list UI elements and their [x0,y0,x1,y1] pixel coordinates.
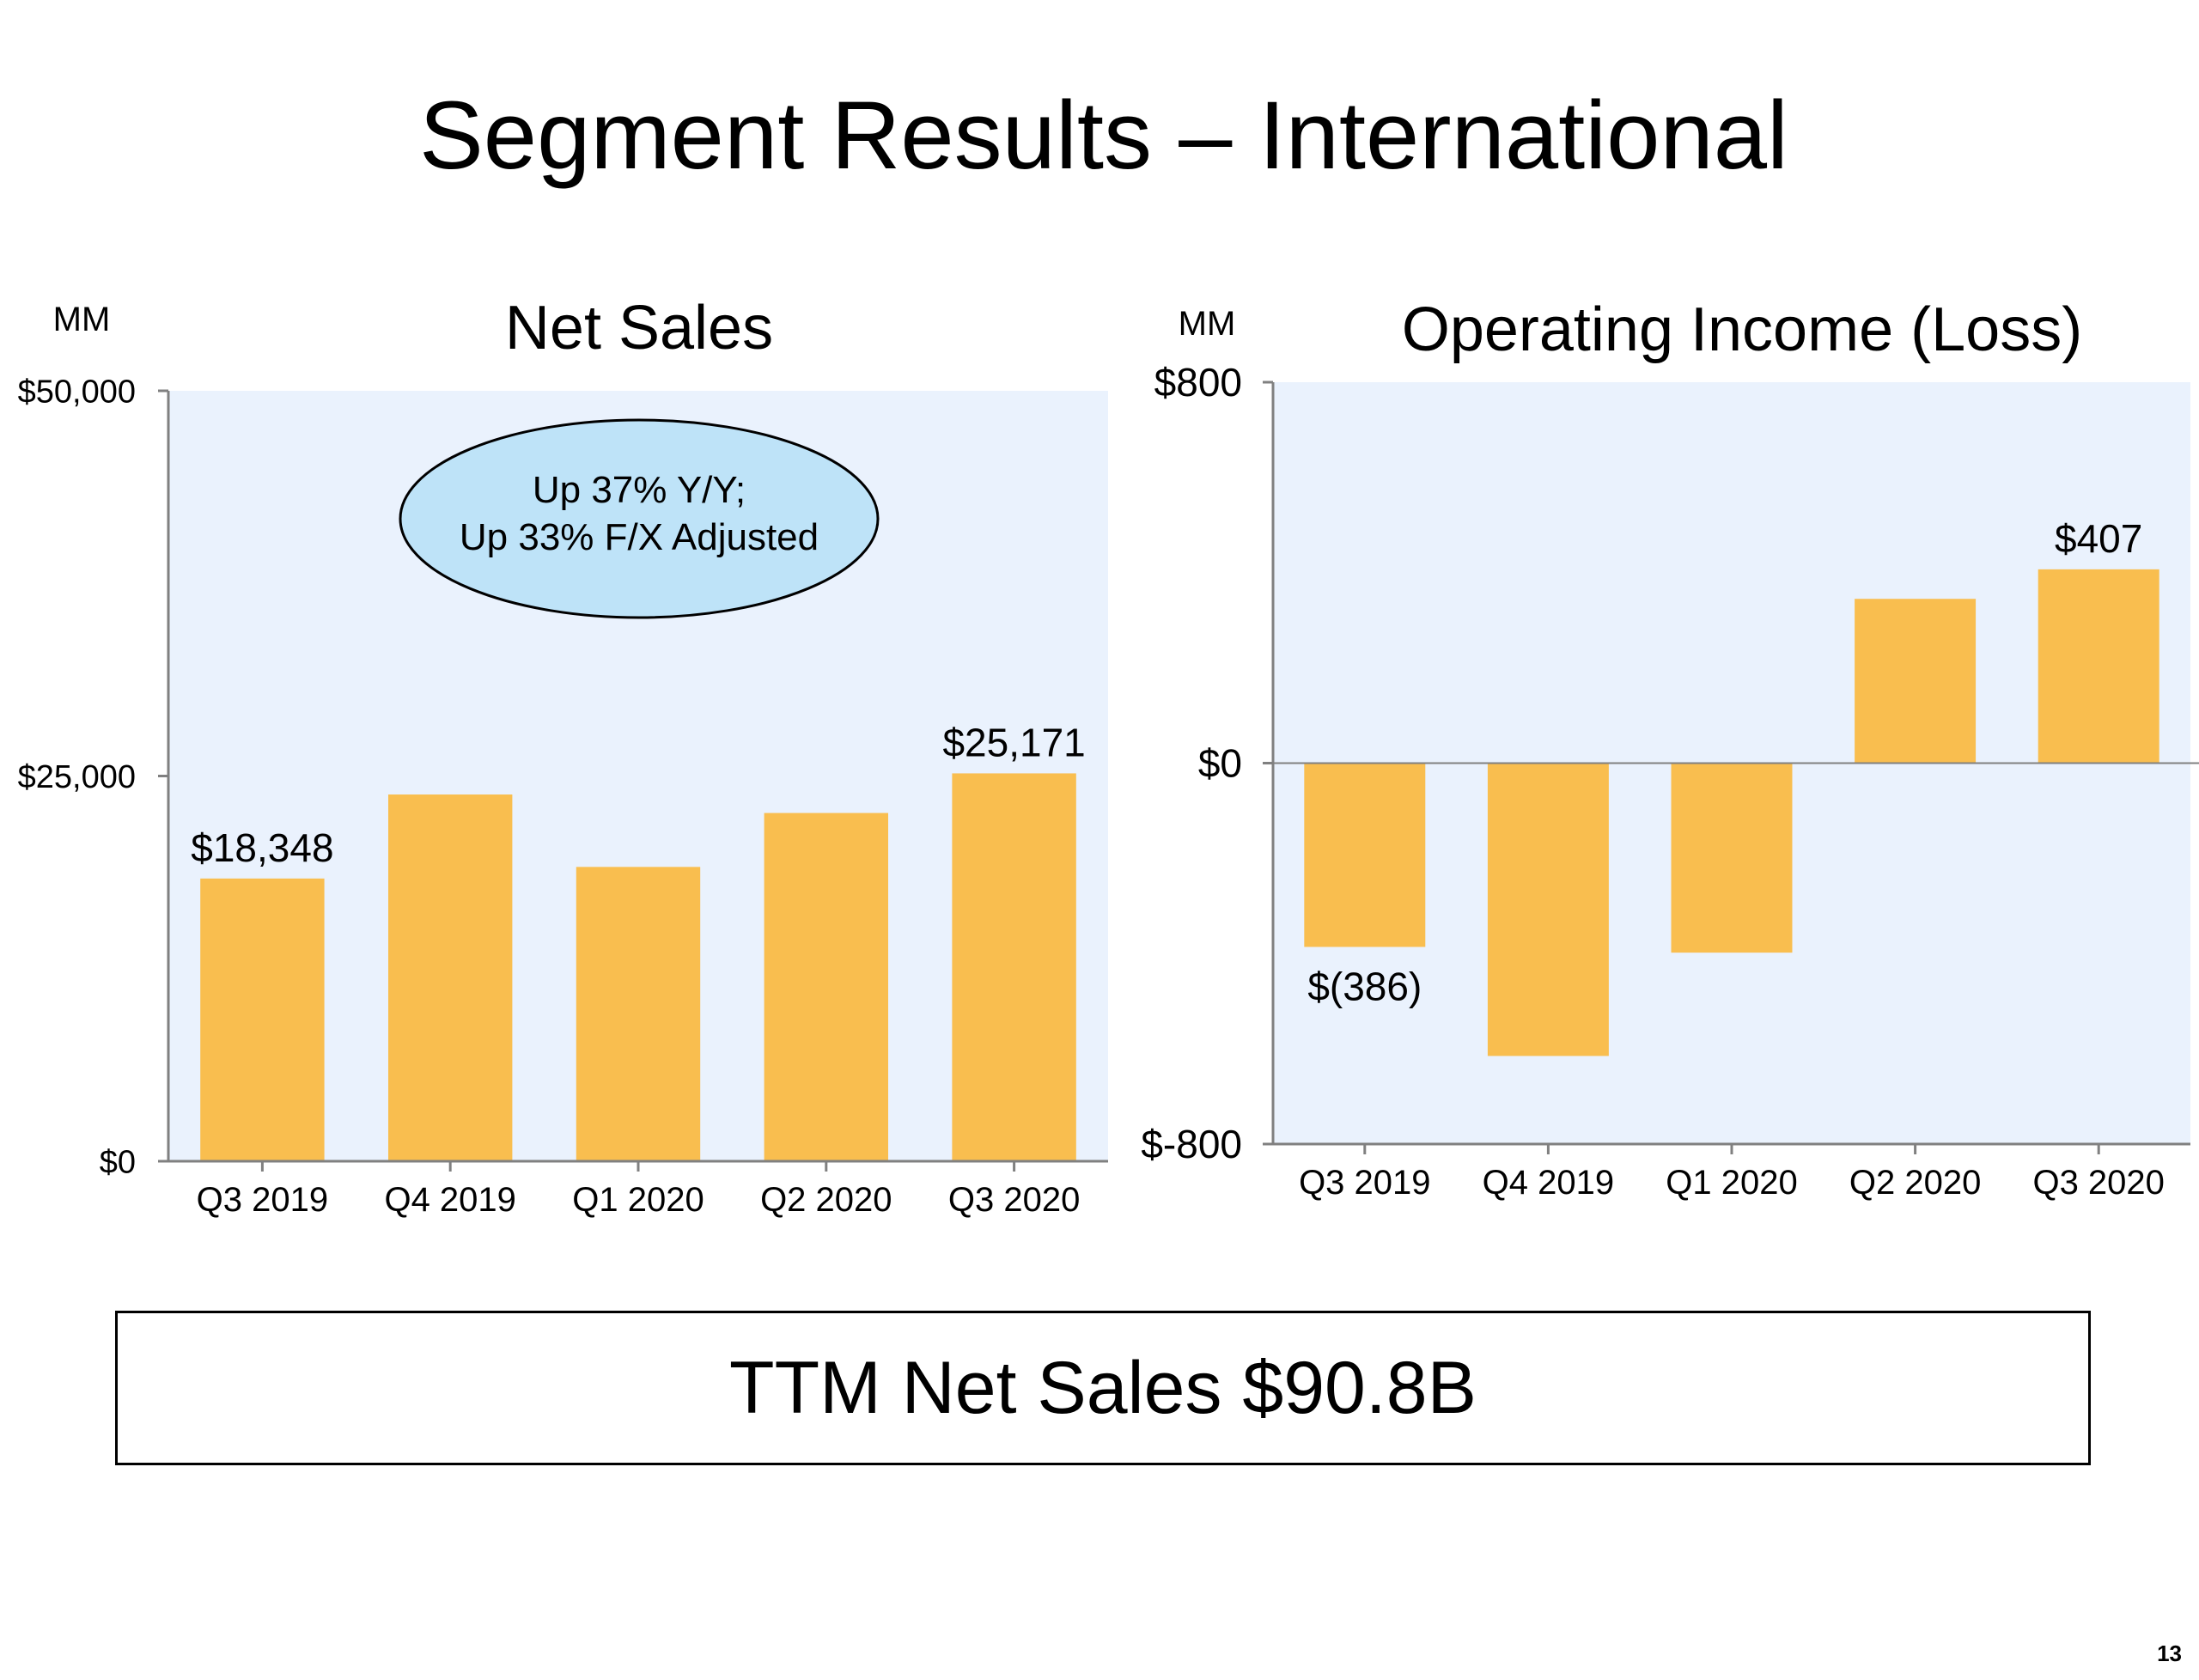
net-sales-callout-line2: Up 33% F/X Adjusted [460,516,819,558]
net-sales-x-tick-label: Q3 2020 [948,1181,1080,1219]
operating-income-bar [1304,763,1426,947]
net-sales-y-tick-label: $50,000 [18,374,136,410]
net-sales-callout [399,418,880,619]
net-sales-callout-line1: Up 37% Y/Y; [533,469,746,511]
operating-income-bar [1487,763,1609,1056]
net-sales-y-tick-label: $25,000 [18,759,136,795]
operating-income-title: Operating Income (Loss) [1402,295,2082,364]
operating-income-data-label: $407 [2055,516,2142,561]
operating-income-x-tick-label: Q4 2019 [1483,1164,1614,1202]
net-sales-chart: Net Sales MM $0 $25,000 $50,000 Q3 2019 Q4 201… [18,294,1108,1219]
net-sales-bar [952,773,1076,1161]
operating-income-bar [2038,569,2159,764]
ttm-net-sales-box: TTM Net Sales $90.8B [115,1311,2091,1465]
operating-income-bar [1855,599,1977,764]
net-sales-x-tick-label: Q3 2019 [197,1181,328,1219]
page-number: 13 [2157,1640,2182,1666]
operating-income-x-tick-label: Q2 2020 [1849,1164,1981,1202]
net-sales-bar [200,878,325,1161]
net-sales-unit-label: MM [53,301,111,338]
operating-income-y-tick-label: $800 [1154,360,1242,405]
operating-income-y-tick-label: $0 [1198,741,1242,786]
net-sales-data-label: $25,171 [942,720,1085,764]
operating-income-y-tick-label: $-800 [1141,1122,1242,1166]
operating-income-unit-label: MM [1179,305,1236,343]
net-sales-title: Net Sales [505,294,773,362]
net-sales-y-tick-label: $0 [100,1144,136,1180]
operating-income-x-tick-label: Q3 2019 [1299,1164,1430,1202]
net-sales-x-tick-label: Q1 2020 [572,1181,704,1219]
slide-title: Segment Results – International [419,82,1788,189]
operating-income-x-tick-label: Q3 2020 [2032,1164,2164,1202]
operating-income-data-label: $(386) [1307,964,1422,1008]
operating-income-chart: Operating Income (Loss) MM $-800 $0 $800 Q3 2… [1141,295,2199,1202]
operating-income-x-tick-label: Q1 2020 [1666,1164,1797,1202]
ttm-net-sales-text: TTM Net Sales $90.8B [729,1346,1477,1429]
net-sales-x-tick-label: Q4 2019 [384,1181,515,1219]
operating-income-bar [1671,763,1793,953]
net-sales-x-tick-label: Q2 2020 [760,1181,892,1219]
net-sales-bar [576,867,701,1161]
net-sales-bar [387,794,513,1161]
net-sales-data-label: $18,348 [191,825,333,870]
net-sales-bar [764,813,889,1161]
